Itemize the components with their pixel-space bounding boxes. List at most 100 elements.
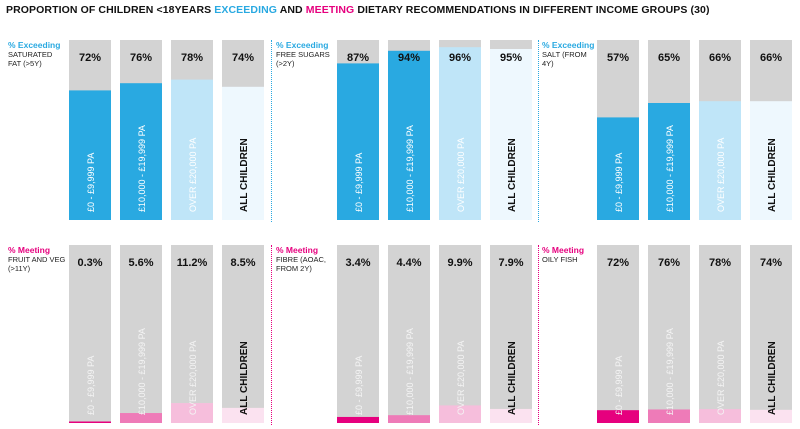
bar-10-000-19-999-pa — [120, 83, 162, 220]
value-label: 72% — [79, 52, 101, 64]
category-label: £10,000 - £19,999 PA — [665, 328, 675, 415]
bar-track — [699, 245, 741, 423]
bar-track — [648, 245, 690, 423]
divider — [538, 40, 539, 222]
value-label: 65% — [658, 52, 680, 64]
value-label: 74% — [232, 52, 254, 64]
value-label: 66% — [709, 52, 731, 64]
bar-track — [120, 245, 162, 423]
value-label: 87% — [347, 52, 369, 64]
title-prefix: Proportion of children <18years — [6, 4, 212, 16]
category-label: OVER £20,000 PA — [188, 341, 198, 415]
divider — [271, 40, 272, 222]
panel-nutrient-label: Free sugars (>2y) — [276, 50, 330, 68]
value-label: 76% — [130, 52, 152, 64]
bar-track — [69, 245, 111, 423]
panel-nutrient-label: Fruit and veg (>11y) — [8, 255, 66, 273]
bar-track — [439, 245, 481, 423]
title-suffix: dietary recommendations in different inc… — [357, 4, 710, 16]
bar-10-000-19-999-pa — [648, 409, 690, 423]
panel-nutrient-label: Fibre (AOAC, from 2y) — [276, 255, 327, 273]
bar-track — [490, 245, 532, 423]
category-label: OVER £20,000 PA — [716, 138, 726, 212]
value-label: 8.5% — [230, 257, 255, 269]
category-label: OVER £20,000 PA — [456, 341, 466, 415]
value-label: 74% — [760, 257, 782, 269]
category-label: ALL CHILDREN — [767, 138, 778, 212]
panel-salt: % Exceeding Salt (from 4y) 57% £0 - £9,99… — [542, 40, 798, 222]
category-label: £10,000 - £19,999 PA — [137, 328, 147, 415]
category-label: ALL CHILDREN — [239, 341, 250, 415]
bar-0-9-999-pa — [337, 416, 379, 423]
bar-10-000-19-999-pa — [388, 415, 430, 423]
category-label: ALL CHILDREN — [507, 138, 518, 212]
category-label: £10,000 - £19,999 PA — [665, 125, 675, 212]
bar-chart-salt: 57% £0 - £9,999 PA 65% £10,000 - £19,999 PA… — [597, 40, 792, 220]
bar-0-9-999-pa — [69, 90, 111, 221]
bar-track — [222, 245, 264, 423]
category-label: £0 - £9,999 PA — [354, 356, 364, 415]
category-label: OVER £20,000 PA — [188, 138, 198, 212]
panel-nutrient-label: Saturated fat (>5y) — [8, 50, 53, 68]
category-label: £10,000 - £19,999 PA — [137, 125, 147, 212]
value-label: 7.9% — [498, 257, 523, 269]
panel-fibre: % Meeting Fibre (AOAC, from 2y) 3.4% £0 -… — [276, 245, 538, 425]
bar-chart-saturated-fat: 72% £0 - £9,999 PA 76% £10,000 - £19,999 PA… — [69, 40, 264, 221]
category-label: £0 - £9,999 PA — [86, 153, 96, 212]
value-label: 94% — [398, 52, 420, 64]
bar-chart-free-sugars: 87% £0 - £9,999 PA 94% £10,000 - £19,999 PA… — [337, 40, 532, 221]
bar-0-9-999-pa — [69, 421, 111, 423]
divider — [271, 245, 272, 425]
bar-all-children — [490, 408, 532, 423]
category-label: £0 - £9,999 PA — [86, 356, 96, 415]
bar-10-000-19-999-pa — [388, 50, 430, 220]
category-label: ALL CHILDREN — [239, 138, 250, 212]
bar-track — [171, 245, 213, 423]
panel-free-sugars: % Exceeding Free sugars (>2y) 87% £0 - £9… — [276, 40, 538, 222]
value-label: 95% — [500, 52, 522, 64]
bar-chart-oily-fish: 72% £0 - £9,999 PA 76% £10,000 - £19,999 PA… — [597, 245, 792, 423]
bar-over-20-000-pa — [439, 405, 481, 423]
bar-0-9-999-pa — [597, 117, 639, 220]
title-word-meeting: meeting — [305, 4, 355, 16]
panel-kind-label: % Exceeding — [8, 40, 61, 50]
bar-all-children — [490, 49, 532, 220]
value-label: 78% — [181, 52, 203, 64]
panel-saturated-fat: % Exceeding Saturated fat (>5y) 72% £0 - … — [8, 40, 270, 222]
chart-title: Proportion of children <18years exceedin… — [6, 4, 710, 16]
panel-kind-label: % Meeting — [8, 245, 51, 255]
panel-oily-fish: % Meeting Oily fish 72% £0 - £9,999 PA 76%… — [542, 245, 798, 425]
bar-all-children — [750, 409, 792, 423]
title-middle: and — [279, 4, 303, 16]
bar-0-9-999-pa — [337, 63, 379, 221]
bar-track — [750, 245, 792, 423]
value-label: 0.3% — [77, 257, 102, 269]
value-label: 4.4% — [396, 257, 421, 269]
category-label: £10,000 - £19,999 PA — [405, 125, 415, 212]
bar-over-20-000-pa — [699, 409, 741, 423]
panel-nutrient-label: Oily fish — [542, 255, 578, 264]
panel-kind-label: % Exceeding — [276, 40, 329, 50]
bar-chart-fruit-and-veg: 0.3% £0 - £9,999 PA 5.6% £10,000 - £19,999 … — [69, 245, 264, 423]
bar-10-000-19-999-pa — [120, 413, 162, 423]
value-label: 76% — [658, 257, 680, 269]
title-word-exceeding: exceeding — [214, 4, 278, 16]
category-label: ALL CHILDREN — [767, 341, 778, 415]
bar-over-20-000-pa — [171, 79, 213, 220]
bar-track — [388, 245, 430, 423]
value-label: 11.2% — [177, 257, 208, 269]
value-label: 96% — [449, 52, 471, 64]
value-label: 5.6% — [128, 257, 153, 269]
panel-nutrient-label: Salt (from 4y) — [542, 50, 587, 68]
value-label: 9.9% — [447, 257, 472, 269]
category-label: £10,000 - £19,999 PA — [405, 328, 415, 415]
category-label: £0 - £9,999 PA — [614, 153, 624, 212]
category-label: £0 - £9,999 PA — [614, 356, 624, 415]
panel-kind-label: % Exceeding — [542, 40, 595, 50]
bar-over-20-000-pa — [699, 101, 741, 220]
value-label: 66% — [760, 52, 782, 64]
panel-kind-label: % Meeting — [542, 245, 585, 255]
bar-track — [597, 245, 639, 423]
bar-over-20-000-pa — [171, 403, 213, 423]
panel-fruit-and-veg: % Meeting Fruit and veg (>11y) 0.3% £0 - … — [8, 245, 270, 425]
